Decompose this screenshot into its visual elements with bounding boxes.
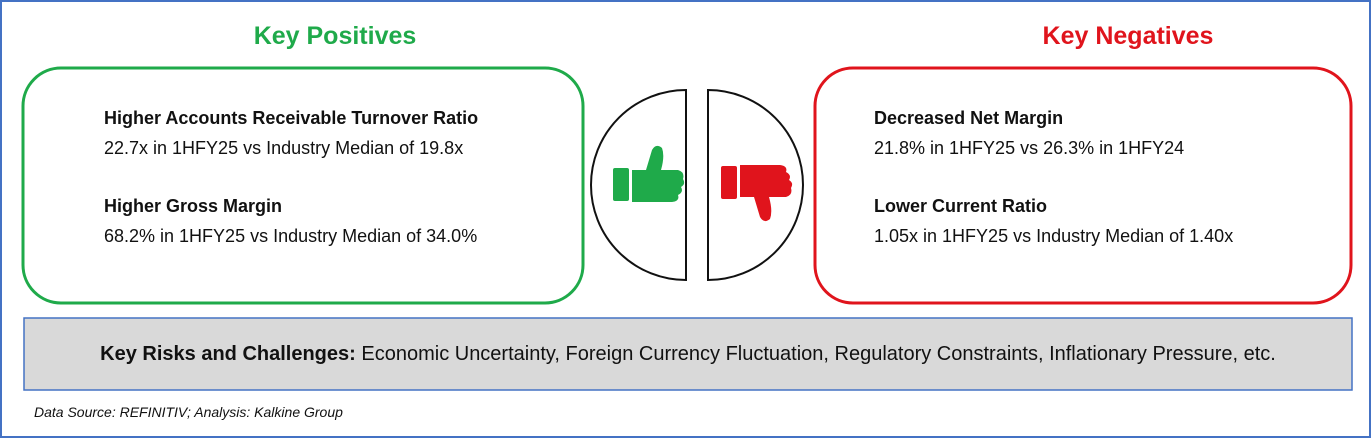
left-half-circle [590, 88, 687, 282]
item-detail: 1.05x in 1HFY25 vs Industry Median of 1.… [874, 226, 1234, 246]
negatives-box [813, 66, 1353, 305]
positives-title: Key Positives [253, 22, 417, 50]
thumbs-up-icon [613, 145, 685, 202]
item-heading: Decreased Net Margin [874, 108, 1064, 128]
item-detail: 68.2% in 1HFY25 vs Industry Median of 34… [104, 226, 478, 246]
item-detail: 21.8% in 1HFY25 vs 26.3% in 1HFY24 [874, 138, 1185, 158]
risks-bar [23, 317, 1353, 391]
thumbs-down-icon [721, 165, 793, 222]
source-note: Data Source: REFINITIV; Analysis: Kalkin… [34, 404, 343, 420]
item-heading: Higher Gross Margin [104, 196, 283, 216]
risks-label: Key Risks and Challenges: [100, 343, 356, 365]
positives-box [21, 66, 585, 305]
item-detail: 22.7x in 1HFY25 vs Industry Median of 19… [104, 138, 464, 158]
item-heading: Higher Accounts Receivable Turnover Rati… [104, 108, 479, 128]
risks-text: Economic Uncertainty, Foreign Currency F… [361, 343, 1276, 365]
negatives-title: Key Negatives [1042, 22, 1214, 50]
item-heading: Lower Current Ratio [874, 196, 1048, 216]
right-half-circle [707, 88, 804, 282]
risks-line: Key Risks and Challenges: Economic Uncer… [24, 343, 1352, 366]
